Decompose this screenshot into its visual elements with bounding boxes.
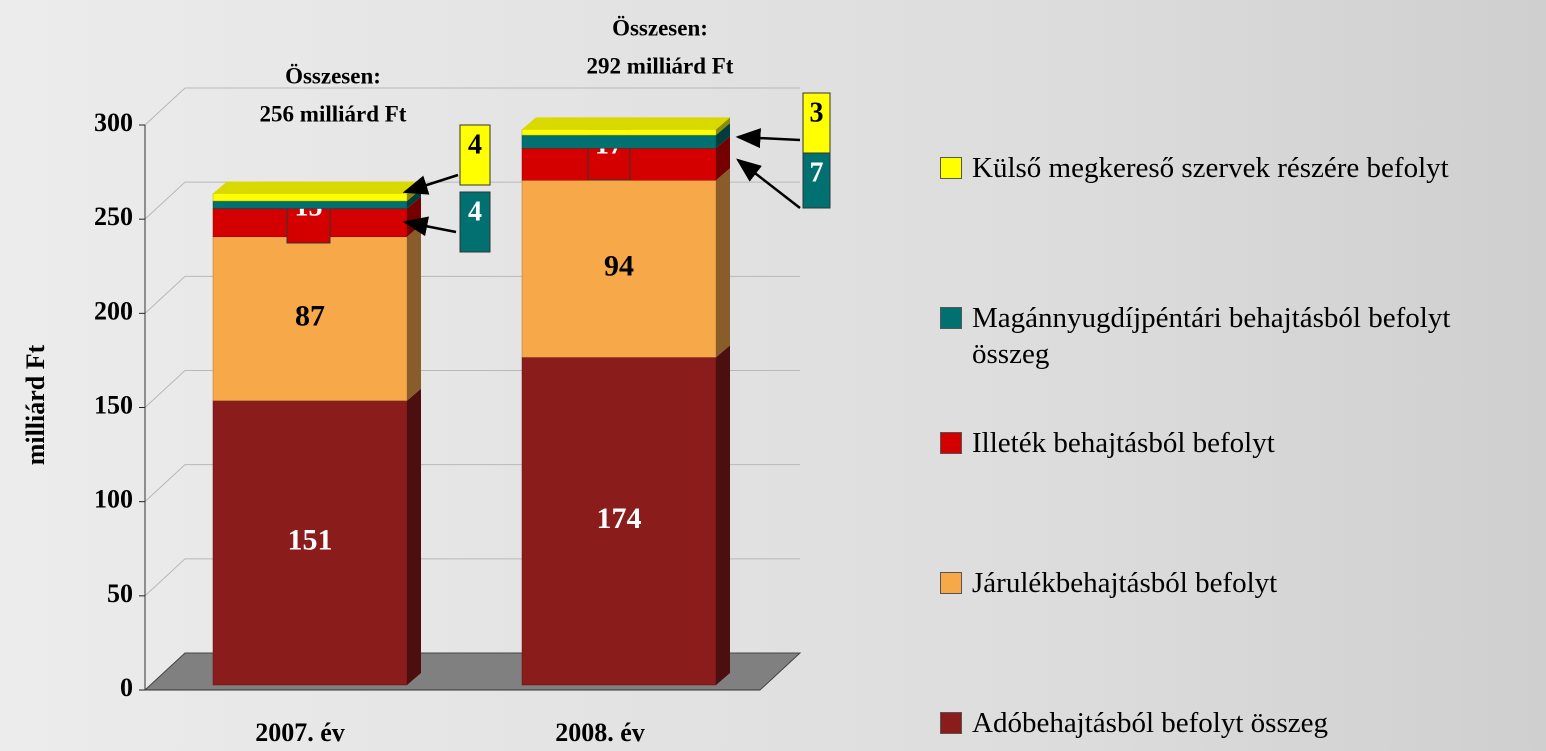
total-annotation: Összesen: bbox=[612, 15, 708, 40]
bar-side bbox=[407, 224, 421, 401]
legend-label: Magánnyugdíjpéntári behajtásból befolyt … bbox=[972, 302, 1451, 370]
y-tick-label: 50 bbox=[107, 579, 133, 608]
total-annotation: 292 milliárd Ft bbox=[587, 53, 734, 78]
bar-side bbox=[716, 168, 730, 358]
value-label-box bbox=[459, 124, 491, 186]
value-label: 4 bbox=[468, 129, 482, 160]
legend-label: Illeték behajtásból befolyt bbox=[972, 427, 1275, 459]
bar-segment bbox=[521, 357, 717, 686]
bar-segment bbox=[212, 236, 408, 401]
bar-side bbox=[716, 136, 730, 181]
value-label: 174 bbox=[597, 502, 642, 535]
value-label: 7 bbox=[810, 157, 824, 188]
bar-side bbox=[716, 123, 730, 149]
value-label: 87 bbox=[295, 300, 325, 333]
total-annotation: 256 milliárd Ft bbox=[260, 101, 407, 126]
legend-entry: Illeték behajtásból befolyt bbox=[940, 425, 1520, 461]
y-tick-label: 200 bbox=[94, 296, 133, 325]
y-axis-label: milliárd Ft bbox=[21, 344, 50, 465]
bar-side bbox=[407, 388, 421, 685]
value-label-box bbox=[802, 92, 831, 154]
callout-arrow bbox=[736, 158, 801, 209]
legend-label: Járulékbehajtásból befolyt bbox=[972, 567, 1278, 599]
y-tick-label: 150 bbox=[94, 390, 133, 419]
legend-swatch bbox=[940, 432, 962, 454]
grid-line bbox=[144, 87, 800, 126]
bar-segment bbox=[521, 134, 717, 149]
bar-segment bbox=[212, 193, 408, 202]
legend-swatch bbox=[940, 307, 962, 329]
bar-segment bbox=[212, 400, 408, 686]
bar-side bbox=[716, 345, 730, 685]
legend-swatch bbox=[940, 712, 962, 734]
legend-entry: Adóbehajtásból befolyt összeg bbox=[940, 705, 1520, 741]
x-tick-label: 2008. év bbox=[555, 718, 645, 747]
value-label-box bbox=[459, 191, 491, 253]
legend-label: Külső megkereső szervek részére befolyt bbox=[972, 152, 1449, 184]
y-tick-label: 250 bbox=[94, 202, 133, 231]
y-tick-label: 300 bbox=[94, 108, 133, 137]
legend-label: Adóbehajtásból befolyt összeg bbox=[972, 707, 1328, 739]
callout-arrow bbox=[735, 128, 801, 149]
legend-entry: Magánnyugdíjpéntári behajtásból befolyt … bbox=[940, 300, 1520, 372]
legend-entry: Járulékbehajtásból befolyt bbox=[940, 565, 1520, 601]
total-annotation: Összesen: bbox=[285, 63, 381, 88]
x-tick-label: 2007. év bbox=[255, 718, 345, 747]
y-tick-label: 0 bbox=[120, 673, 133, 702]
bar-top bbox=[522, 117, 730, 130]
legend-swatch bbox=[940, 157, 962, 179]
callout-arrow bbox=[402, 173, 459, 195]
bar-top bbox=[213, 181, 421, 194]
value-label: 4 bbox=[468, 196, 482, 227]
bar-segment bbox=[212, 200, 408, 209]
callout-arrow bbox=[402, 216, 457, 237]
value-label: 94 bbox=[604, 250, 634, 283]
bar-segment bbox=[521, 129, 717, 136]
value-label: 151 bbox=[288, 524, 333, 557]
bar-side bbox=[716, 117, 730, 136]
legend-entry: Külső megkereső szervek részére befolyt bbox=[940, 150, 1520, 186]
legend-swatch bbox=[940, 572, 962, 594]
y-tick-label: 100 bbox=[94, 485, 133, 514]
value-label: 3 bbox=[810, 97, 824, 128]
